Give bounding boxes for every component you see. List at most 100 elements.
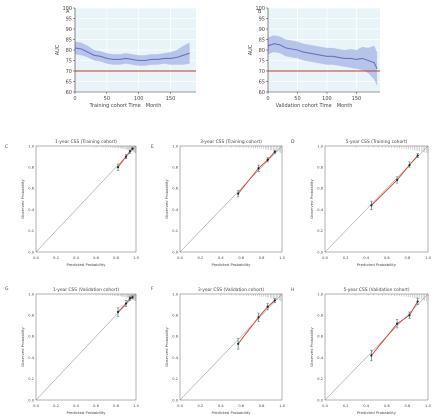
x-tick-label: 0.8 — [259, 256, 265, 260]
panel-label: A — [66, 9, 70, 15]
y-tick-label: 0.0 — [317, 398, 323, 402]
x-tick-label: 0.4 — [73, 404, 79, 408]
panel-label: G — [5, 286, 9, 292]
y-tick-label: 60 — [66, 90, 72, 96]
x-axis-label: Predicted Probability — [211, 262, 251, 267]
x-tick-label: 0.2 — [343, 404, 349, 408]
panel-label: B — [258, 9, 262, 15]
x-tick-label: 1.0 — [133, 256, 139, 260]
y-tick-label: 1.0 — [28, 144, 34, 148]
calibration-panel-d: 0.0 0.0 0.2 0.2 0.4 0.4 0.6 0.6 0.8 0.8 1.0 1.0 5-ye… — [291, 139, 432, 267]
y-tick-label: 0.0 — [28, 250, 34, 254]
panel-label: H — [291, 287, 294, 293]
x-tick-label: 1.0 — [425, 256, 431, 260]
x-tick-label: 0.6 — [238, 256, 244, 260]
x-tick-label: 50 — [104, 96, 110, 102]
y-tick-label: 70 — [66, 69, 72, 75]
confidence-band — [75, 41, 190, 66]
ideal-diagonal — [35, 145, 137, 253]
x-tick-label: 50 — [294, 96, 300, 102]
x-tick-label: 0 — [73, 96, 76, 102]
plot-frame — [324, 145, 429, 253]
x-tick-label: 0.6 — [93, 256, 99, 260]
y-tick-label: 0.6 — [317, 187, 323, 191]
plot-frame — [179, 293, 283, 401]
y-tick-label: 0.6 — [172, 187, 178, 191]
panel-title: 3-year CSS (Training cohort) — [200, 139, 262, 145]
y-tick-label: 0.0 — [172, 398, 178, 402]
calibration-line — [237, 300, 276, 345]
x-tick-label: 0.4 — [363, 404, 369, 408]
x-tick-label: 0.2 — [53, 404, 59, 408]
ideal-diagonal — [179, 145, 283, 253]
y-tick-label: 0.8 — [317, 314, 323, 318]
y-tick-label: 0.4 — [172, 208, 178, 212]
x-tick-label: 0.2 — [198, 404, 204, 408]
panel-title: 3-year CSS (Validation cohort) — [198, 287, 264, 293]
y-tick-label: 0.0 — [28, 398, 34, 402]
calibration-point — [396, 178, 399, 182]
x-tick-label: 0.8 — [259, 404, 265, 408]
y-tick-label: 0.6 — [172, 335, 178, 339]
calibration-panel-c: 0.0 0.0 0.2 0.2 0.4 0.4 0.6 0.6 0.8 0.8 1.0 1.0 1-ye… — [5, 139, 140, 267]
calibration-line — [237, 151, 276, 194]
x-tick-label: 0 — [266, 96, 269, 102]
y-axis-label: Observed Probability — [20, 326, 25, 366]
y-tick-label: 0.4 — [28, 356, 34, 360]
x-tick-label: 0.4 — [218, 256, 224, 260]
calibration-point — [237, 192, 240, 195]
calibration-point — [124, 302, 128, 305]
panel-title: 5-year CSS (Training cohort) — [346, 139, 408, 145]
y-tick-label: 0.4 — [28, 208, 34, 212]
calibration-line — [371, 155, 419, 206]
y-tick-label: 0.8 — [172, 314, 178, 318]
panel-label: C — [5, 144, 8, 150]
y-tick-label: 100 — [255, 6, 265, 12]
x-tick-label: 0.8 — [113, 404, 119, 408]
x-tick-label: 0.6 — [238, 404, 244, 408]
x-tick-label: 0.0 — [33, 404, 39, 408]
y-tick-label: 80 — [66, 48, 72, 54]
confidence-band — [268, 35, 378, 86]
ideal-diagonal — [179, 293, 283, 401]
calibration-point — [396, 322, 399, 325]
calibration-point — [128, 150, 132, 153]
x-tick-label: 0.2 — [198, 256, 204, 260]
y-tick-label: 90 — [259, 27, 265, 33]
calibration-point — [273, 299, 276, 302]
x-tick-label: 1.0 — [279, 256, 285, 260]
calibration-point — [257, 316, 260, 319]
y-tick-label: 0.6 — [28, 335, 34, 339]
y-axis-label: Observed Probability — [309, 178, 314, 218]
x-axis-label: Predicted Probability — [66, 410, 106, 415]
y-tick-label: 75 — [66, 58, 72, 64]
calibration-point — [266, 305, 269, 308]
x-tick-label: 1.0 — [425, 404, 431, 408]
y-tick-label: 1.0 — [317, 144, 323, 148]
y-tick-label: 0.4 — [172, 356, 178, 360]
calibration-panel-f: 0.0 0.0 0.2 0.2 0.4 0.4 0.6 0.6 0.8 0.8 1.0 1.0 3-ye… — [151, 286, 286, 415]
plot-frame — [324, 293, 429, 401]
ideal-diagonal — [324, 293, 429, 401]
y-tick-label: 95 — [66, 16, 72, 22]
y-tick-label: 1.0 — [172, 292, 178, 296]
x-tick-label: 100 — [134, 96, 144, 102]
calibration-point — [128, 297, 132, 300]
calibration-point — [370, 204, 373, 207]
y-tick-label: 0.0 — [317, 250, 323, 254]
x-tick-label: 0.2 — [53, 256, 59, 260]
y-tick-label: 1.0 — [317, 292, 323, 296]
panel-title: 5-year CSS (Validation cohort) — [343, 287, 409, 293]
calibration-point — [408, 163, 411, 167]
x-tick-label: 1.0 — [279, 404, 285, 408]
y-tick-label: 0.8 — [28, 314, 34, 318]
y-axis-label: AUC — [248, 44, 254, 55]
x-tick-label: 0.8 — [405, 256, 411, 260]
calibration-point — [416, 300, 419, 303]
calibration-point — [370, 354, 373, 357]
y-axis-label: Observed Probability — [309, 326, 314, 366]
calibration-line — [117, 296, 133, 313]
